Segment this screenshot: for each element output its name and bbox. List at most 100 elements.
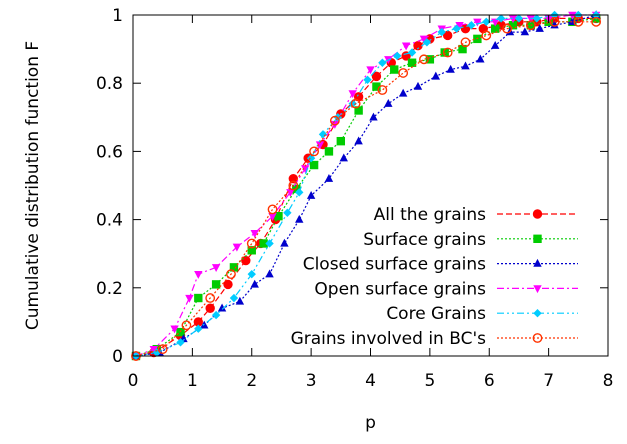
data-point [508,15,518,24]
data-point [437,27,446,37]
data-point [229,263,239,272]
series-line [135,17,597,357]
data-point [354,106,363,115]
data-point [318,130,328,139]
legend-marker [533,258,542,267]
x-tick-label: 2 [246,371,257,391]
data-point [205,303,215,313]
legend-item-0: All the grains [374,205,578,225]
data-point [366,66,375,75]
data-point [369,112,378,121]
data-point [452,24,461,33]
axes: 0 1 2 3 4 5 6 7 8 0 0.2 0.4 0.6 0.8 1 [96,6,613,391]
data-point [482,17,491,27]
data-point [354,136,363,145]
data-point [481,30,492,41]
data-point [490,24,500,33]
legend-label: Core Grains [386,304,486,324]
data-point [170,325,179,334]
data-point [339,153,348,162]
data-point [508,21,518,30]
data-point [573,16,584,27]
data-point [306,154,316,163]
data-point [268,212,277,221]
data-point [490,18,500,27]
data-point [295,214,304,223]
data-point [549,16,560,27]
data-point [525,20,536,31]
x-tick-label: 1 [187,371,198,391]
series-line [135,14,597,357]
y-tick-label: 0.2 [96,279,123,299]
data-point [384,98,393,107]
data-point [315,141,325,150]
y-axis-title: Cumulative distribution function F [23,41,43,330]
data-point [211,264,221,273]
data-point [247,246,256,255]
series-0 [131,13,601,361]
data-point [476,54,485,63]
data-point [550,20,559,29]
y-tick-label: 0.6 [96,142,123,162]
data-point [259,239,268,248]
data-point [372,82,381,91]
data-point [280,238,289,247]
data-point [194,270,203,279]
y-tick-label: 0 [112,347,123,367]
data-point [496,14,506,23]
data-point [431,71,441,80]
y-tick-label: 0.4 [96,211,123,231]
data-point [390,65,399,74]
data-point [460,37,471,48]
data-point [223,279,233,290]
y-tick-label: 1 [112,6,123,26]
data-point [226,269,236,280]
data-point [419,54,429,65]
data-point [286,189,295,198]
data-point [267,204,278,215]
x-tick-label: 7 [543,371,554,391]
data-point [461,61,470,70]
data-point [288,180,299,191]
data-point [348,99,357,108]
data-point [306,191,316,199]
legend-label: Open surface grains [314,279,486,299]
data-point [229,293,239,303]
data-point [440,48,449,57]
x-tick-label: 5 [424,371,435,391]
data-point [535,23,544,32]
data-point [407,48,417,57]
data-point [422,38,432,47]
data-point [149,345,158,354]
series-line [135,17,597,357]
data-point [309,146,319,157]
legend-label: Surface grains [363,230,486,250]
data-point [398,68,409,78]
data-point [458,44,467,54]
data-point [274,211,283,221]
data-point [205,293,216,303]
data-point [176,327,185,337]
data-point [363,75,372,84]
data-point [246,238,257,249]
plot-area [131,10,602,361]
series-1 [131,14,601,361]
x-axis-title: p [365,413,376,433]
data-point [378,58,387,67]
data-point [502,23,512,34]
data-point [490,40,500,49]
legend-marker [532,333,543,343]
data-point [250,230,259,238]
x-tick-label: 3 [306,371,317,391]
data-point [309,160,319,170]
x-tick-label: 4 [365,371,376,391]
data-point [235,296,245,305]
data-point [157,344,168,355]
series-line [135,14,597,357]
data-point [265,269,274,278]
legend-item-5: Grains involved in BC's [291,329,578,349]
data-point [300,165,310,174]
data-point [526,15,536,24]
data-point [295,188,304,197]
